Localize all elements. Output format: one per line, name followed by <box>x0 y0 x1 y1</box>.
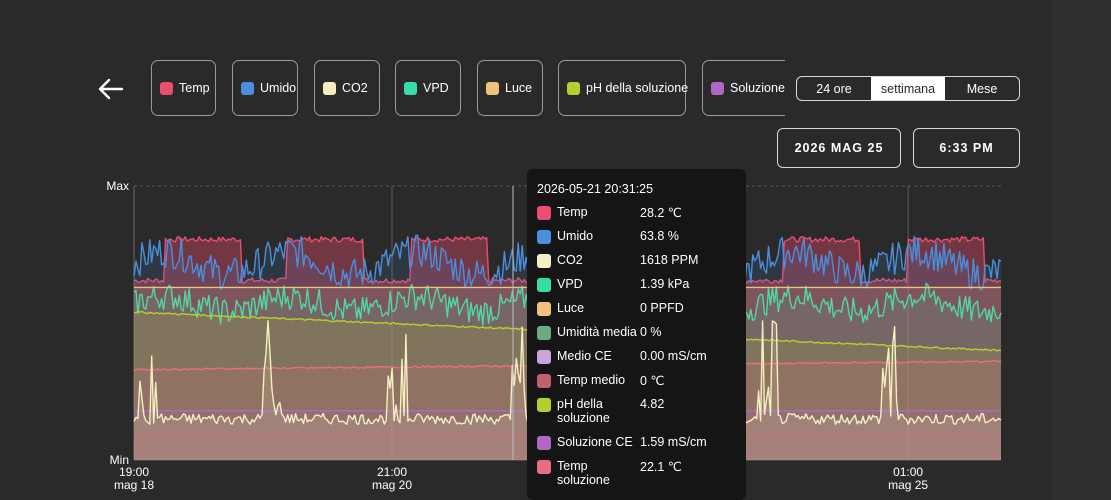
tooltip-row: Temp soluzione 22.1 ℃ <box>537 458 736 496</box>
tooltip-row: CO2 1618 PPM <box>537 252 736 276</box>
x-tick-time: 19:00 <box>119 465 149 479</box>
time-picker-button[interactable]: 6:33 PM <box>913 128 1020 168</box>
tooltip-swatch <box>537 254 551 268</box>
legend-temp[interactable]: Temp <box>151 60 216 116</box>
tooltip-row: VPD 1.39 kPa <box>537 276 736 300</box>
tooltip-swatch <box>537 326 551 340</box>
legend-umido[interactable]: Umido <box>232 60 298 116</box>
legend-soluzione-ce[interactable]: Soluzione CE <box>702 60 785 116</box>
tooltip-swatch <box>537 278 551 292</box>
umido-swatch <box>241 81 254 95</box>
co2-swatch <box>323 81 336 95</box>
range-24h[interactable]: 24 ore <box>816 81 852 96</box>
x-tick-date: mag 25 <box>888 478 928 492</box>
soluzione-swatch <box>711 81 724 95</box>
vpd-swatch <box>404 81 417 95</box>
tooltip-row: Medio CE 0.00 mS/cm <box>537 348 736 372</box>
legend-ph[interactable]: pH della soluzione <box>558 60 688 116</box>
tooltip-row: Umido 63.8 % <box>537 228 736 252</box>
range-selector[interactable]: 24 ore settimana Mese <box>796 76 1020 101</box>
tooltip-timestamp: 2026-05-21 20:31:25 <box>537 182 654 196</box>
luce-swatch <box>486 81 499 95</box>
tooltip-swatch <box>537 302 551 316</box>
tooltip-swatch <box>537 398 551 412</box>
tooltip-swatch <box>537 436 551 450</box>
data-tooltip: 2026-05-21 20:31:25 Temp 28.2 ℃ Umido 63.8… <box>527 169 746 500</box>
x-tick-date: mag 20 <box>372 478 412 492</box>
tooltip-row: Soluzione CE 1.59 mS/cm <box>537 434 736 458</box>
tooltip-swatch <box>537 206 551 220</box>
x-tick-time: 21:00 <box>377 465 407 479</box>
tooltip-swatch <box>537 350 551 364</box>
range-week[interactable]: settimana <box>871 77 945 100</box>
arrow-left-icon <box>98 78 124 100</box>
tooltip-swatch <box>537 230 551 244</box>
range-month[interactable]: Mese <box>966 81 998 96</box>
temp-swatch <box>160 81 173 95</box>
y-max-label: Max <box>106 179 129 193</box>
y-min-label: Min <box>110 453 129 467</box>
right-panel-edge <box>1052 0 1111 500</box>
tooltip-row: Temp medio 0 ℃ <box>537 372 736 396</box>
co2-area <box>134 320 1001 460</box>
legend-vpd[interactable]: VPD <box>395 60 461 116</box>
legend-co2[interactable]: CO2 <box>314 60 380 116</box>
ph-swatch <box>567 81 580 95</box>
tooltip-swatch <box>537 374 551 388</box>
x-tick-date: mag 18 <box>114 478 154 492</box>
tooltip-row: Temp 28.2 ℃ <box>537 204 736 228</box>
legend-luce[interactable]: Luce <box>477 60 543 116</box>
series-legend[interactable]: Temp Umido CO2 VPD Luce pH della soluzio… <box>148 58 785 120</box>
tooltip-row: Luce 0 PPFD <box>537 300 736 324</box>
x-tick-time: 01:00 <box>893 465 923 479</box>
tooltip-row: Umidità media 0 % <box>537 324 736 348</box>
date-picker-button[interactable]: 2026 MAG 25 <box>777 128 901 168</box>
tooltip-swatch <box>537 460 551 474</box>
back-button[interactable] <box>94 72 128 106</box>
tooltip-row: pH della soluzione 4.82 <box>537 396 736 434</box>
